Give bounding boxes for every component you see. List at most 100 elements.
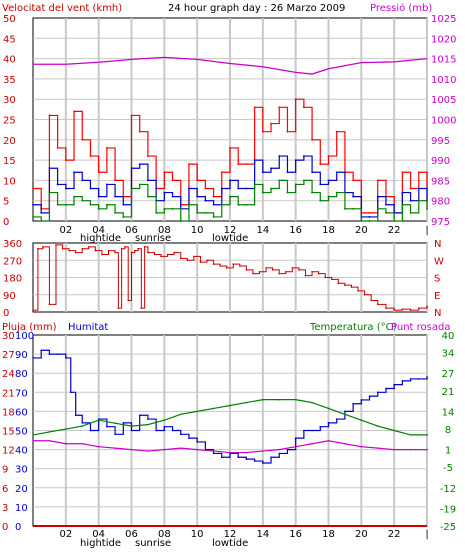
rain-label: Pluja (mm): [2, 322, 57, 333]
wind-y-tick-label: 20: [3, 136, 16, 147]
point-humitat: [311, 429, 313, 432]
point-avg: [204, 199, 207, 202]
point-direction: [278, 272, 281, 275]
point-humitat: [253, 460, 256, 462]
point-avg: [138, 163, 141, 166]
point-gust: [48, 114, 51, 117]
point-direction: [199, 261, 202, 263]
point-direction: [385, 307, 387, 309]
temperature-y-tick-label: 8: [445, 425, 451, 436]
point-punt-rosada: [179, 447, 182, 449]
point-gust: [163, 171, 166, 174]
point-humitat: [220, 456, 223, 459]
point-avg: [73, 171, 75, 174]
point-punt-rosada: [393, 448, 395, 451]
point-temperatura: [81, 425, 84, 427]
point-direction: [258, 270, 261, 273]
sunrise-label-top: sunrise: [135, 233, 171, 244]
point-avg: [56, 183, 59, 186]
point-low: [212, 216, 215, 218]
point-temperatura: [179, 413, 182, 416]
point-avg: [335, 171, 338, 174]
point-humitat: [417, 378, 420, 380]
point-avg: [163, 191, 166, 194]
humidity-y-tick-label: 40: [15, 446, 28, 457]
point-low: [196, 211, 199, 214]
point-low: [294, 183, 297, 186]
point-low: [319, 199, 322, 202]
point-gust: [409, 187, 412, 190]
wind-y-tick-label: 45: [3, 34, 16, 45]
point-humitat: [426, 376, 428, 378]
point-humitat: [270, 456, 272, 459]
point-direction: [81, 247, 84, 250]
point-humitat: [188, 437, 190, 439]
rain-y-tick-label: 27: [2, 350, 15, 361]
direction-y-tick-label: 180: [3, 274, 22, 285]
point-punt-rosada: [163, 448, 166, 451]
pressure-y-tick-label: 1005: [431, 95, 456, 106]
point-avg: [32, 203, 34, 206]
point-humitat: [40, 349, 43, 352]
rain-y-tick-label: 6: [2, 484, 8, 495]
point-temperatura: [147, 423, 149, 426]
compass-label: N: [434, 308, 441, 319]
point-direction: [311, 270, 313, 273]
point-direction: [137, 247, 139, 250]
point-direction: [393, 309, 395, 311]
point-direction: [114, 251, 116, 254]
point-avg: [40, 211, 43, 214]
point-avg: [294, 159, 297, 162]
point-avg: [64, 187, 67, 190]
point-direction: [357, 290, 359, 292]
point-low: [409, 211, 412, 214]
point-humitat: [401, 380, 404, 382]
point-avg: [196, 195, 199, 198]
bottom-x-tick-label: 10: [191, 529, 204, 540]
point-punt-rosada: [376, 447, 379, 449]
point-direction: [160, 255, 162, 258]
point-avg: [261, 171, 264, 174]
temperature-label: Temperatura (°C): [309, 322, 397, 333]
point-low: [335, 191, 338, 194]
temperature-y-tick-label: 14: [442, 407, 455, 418]
point-low: [204, 211, 207, 214]
point-direction: [350, 286, 353, 288]
temperature-y-tick-label: 40: [442, 331, 455, 342]
point-humitat: [393, 383, 395, 386]
point-low: [245, 203, 248, 206]
point-temperatura: [163, 419, 166, 422]
bottom-x-tick-label: 08: [158, 529, 171, 540]
temperature-y-tick-label: 27: [442, 369, 455, 380]
compass-label: W: [434, 256, 444, 267]
point-gust: [302, 106, 305, 109]
point-gust: [130, 114, 133, 117]
point-direction: [225, 267, 228, 269]
point-humitat: [303, 429, 305, 432]
point-avg: [81, 179, 84, 182]
point-humitat: [65, 357, 67, 359]
point-gust: [335, 130, 338, 133]
top-x-tick-label: 18: [322, 225, 335, 236]
point-direction: [88, 246, 90, 248]
point-low: [179, 220, 182, 222]
point-avg: [319, 183, 322, 186]
direction-y-tick-label: 0: [3, 308, 9, 319]
temperature-y-tick-label: -25: [440, 522, 456, 533]
point-direction: [107, 249, 110, 252]
top-x-tick-label: 08: [158, 225, 171, 236]
top-x-tick-label: 06: [125, 225, 138, 236]
series-line-humitat: [33, 349, 428, 464]
point-avg: [89, 187, 92, 190]
rain-y-tick-label: 24: [2, 369, 15, 380]
point-punt-rosada: [426, 448, 428, 451]
point-direction: [179, 257, 182, 260]
point-humitat: [212, 452, 215, 455]
point-direction: [317, 272, 320, 275]
point-temperatura: [262, 398, 264, 401]
point-humitat: [163, 425, 166, 428]
point-low: [105, 203, 108, 206]
wind-y-tick-label: 10: [3, 176, 16, 187]
point-gust: [368, 211, 371, 214]
point-low: [188, 203, 190, 206]
